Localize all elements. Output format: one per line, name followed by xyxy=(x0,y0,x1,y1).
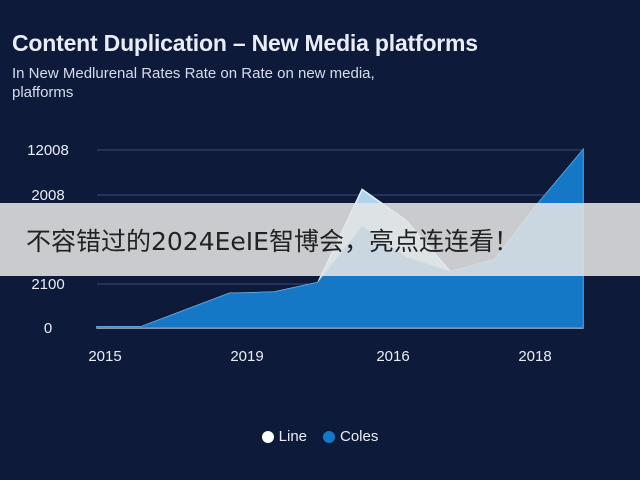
legend-dot-line xyxy=(261,430,274,443)
y-tick-label: 2008 xyxy=(31,187,64,204)
legend: Line Coles xyxy=(0,428,640,445)
legend-dot-coles xyxy=(323,430,335,443)
x-tick-label: 2019 xyxy=(230,348,263,365)
legend-label-coles: Coles xyxy=(340,428,379,445)
y-tick-label: 0 xyxy=(44,320,52,337)
x-tick-label: 2016 xyxy=(376,348,409,365)
y-tick-label: 2100 xyxy=(31,276,64,293)
x-tick-label: 2015 xyxy=(88,348,121,365)
chart-subtitle: In New Medlurenal Rates Rate on Rate on … xyxy=(12,65,375,101)
legend-item-coles: Coles xyxy=(323,428,378,445)
x-tick-label: 2018 xyxy=(518,348,551,365)
banner-text: 不容错过的2024EeIE智博会，亮点连连看！ xyxy=(26,226,519,256)
legend-label-line: Line xyxy=(278,428,307,445)
overlay-banner: 不容错过的2024EeIE智博会，亮点连连看！ xyxy=(0,203,640,276)
legend-item-line: Line xyxy=(261,428,307,445)
y-tick-label: 12008 xyxy=(27,142,69,159)
chart-title: Content Duplication – New Media platform… xyxy=(12,30,478,56)
